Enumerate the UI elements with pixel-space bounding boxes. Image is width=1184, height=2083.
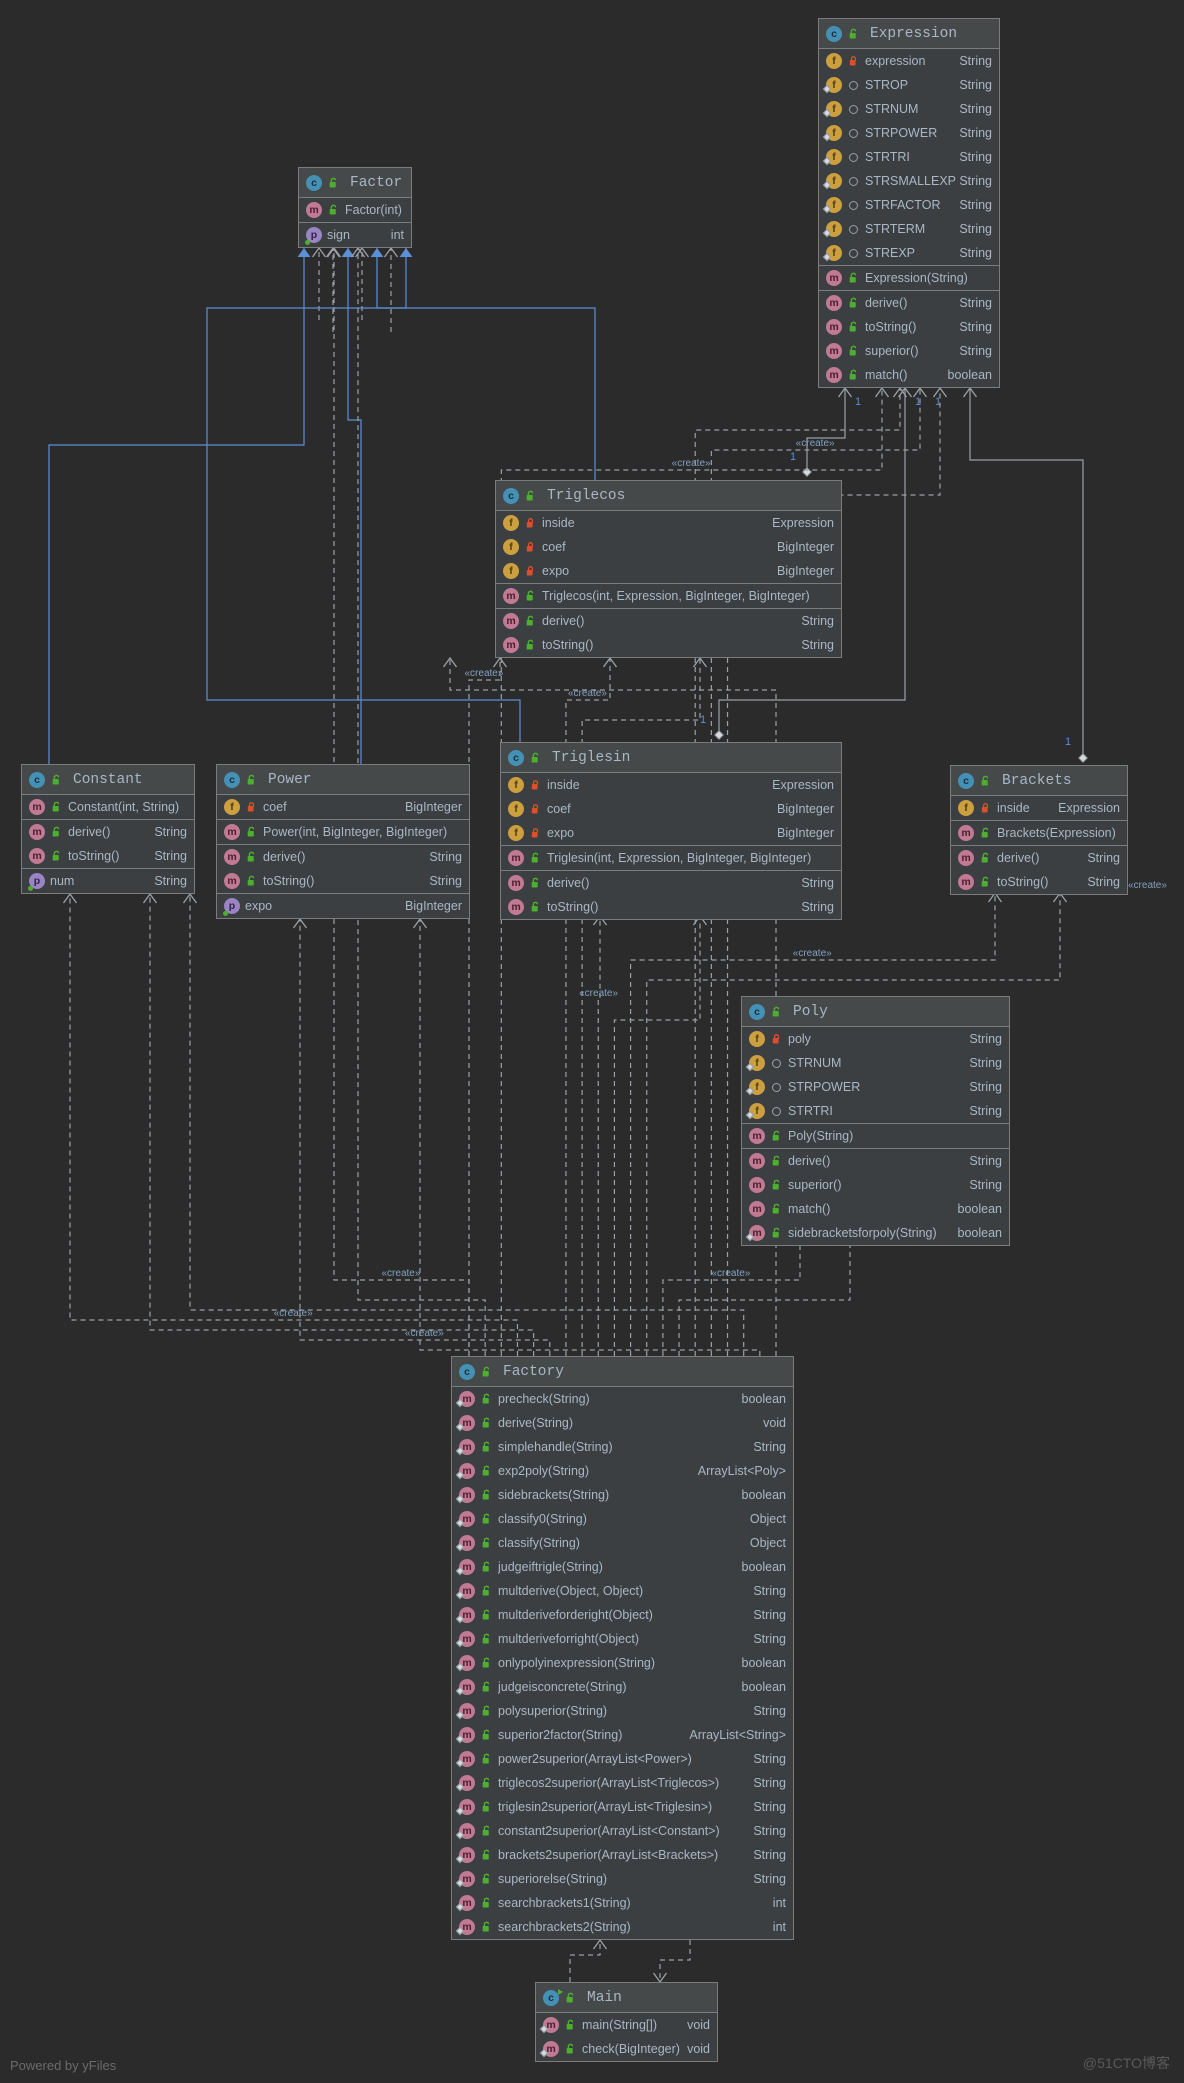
svg-text:«create»: «create» (405, 1328, 444, 1339)
svg-text:«create»: «create» (465, 668, 504, 679)
svg-text:«create»: «create» (579, 988, 618, 999)
svg-text:1: 1 (790, 451, 796, 463)
svg-text:«create»: «create» (1128, 880, 1167, 891)
svg-text:1: 1 (855, 396, 861, 408)
svg-text:«create»: «create» (793, 948, 832, 959)
svg-text:«create»: «create» (672, 458, 711, 469)
svg-text:«create»: «create» (382, 1268, 421, 1279)
svg-text:«create»: «create» (796, 438, 835, 449)
svg-text:1: 1 (700, 714, 706, 726)
svg-text:1: 1 (1065, 736, 1071, 748)
svg-text:«create»: «create» (711, 1268, 750, 1279)
